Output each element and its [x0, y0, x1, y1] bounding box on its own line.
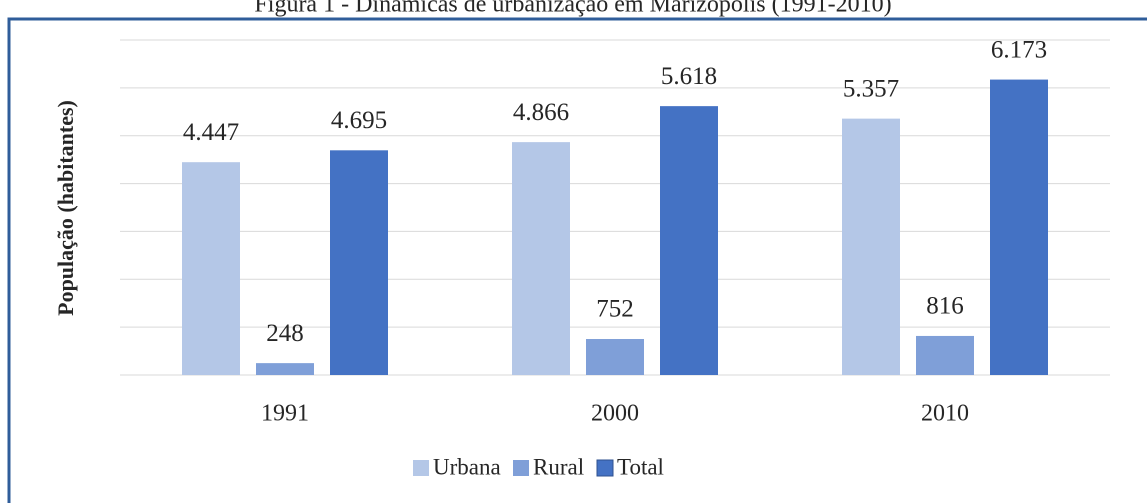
- bar: [586, 339, 644, 375]
- data-label: 248: [266, 320, 304, 347]
- frame: [7, 17, 1147, 503]
- data-label: 5.357: [843, 75, 899, 102]
- legend-label: Urbana: [433, 454, 501, 479]
- x-tick-label: 2010: [921, 401, 969, 427]
- x-tick-label: 2000: [591, 401, 639, 427]
- data-label: 5.618: [661, 63, 717, 90]
- legend-swatch: [413, 460, 429, 476]
- y-axis-label: População (habitantes): [53, 100, 78, 316]
- bar: [512, 142, 570, 375]
- data-label: 4.447: [183, 119, 239, 146]
- data-label: 4.695: [331, 107, 387, 134]
- data-label: 752: [596, 296, 634, 323]
- legend-label: Rural: [533, 454, 584, 479]
- bar: [182, 162, 240, 375]
- legend-swatch: [596, 459, 614, 477]
- data-label: 6.173: [991, 36, 1047, 63]
- bar: [916, 335, 974, 375]
- bar: [256, 363, 314, 375]
- data-label: 816: [926, 293, 964, 320]
- x-tick-label: 1991: [261, 401, 309, 427]
- legend-swatch: [513, 460, 529, 476]
- bar: [842, 118, 900, 376]
- legend-label: Total: [617, 454, 664, 479]
- chart-title: Figura 1 - Dinâmicas de urbanização em M…: [254, 0, 891, 18]
- bar: [660, 106, 718, 375]
- data-label: 4.866: [513, 99, 569, 126]
- bar: [330, 150, 388, 375]
- bar: [990, 79, 1048, 376]
